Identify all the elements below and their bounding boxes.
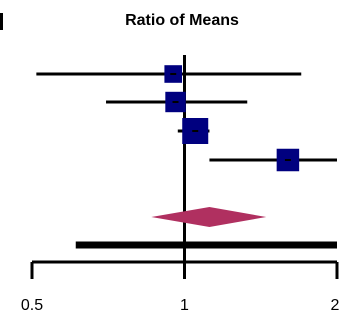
x-tick-label: 1 bbox=[180, 297, 189, 314]
x-tick-label: 2 bbox=[331, 297, 340, 314]
plot-area bbox=[36, 55, 337, 262]
x-axis: 0.5 1 2 bbox=[21, 260, 340, 314]
x-tick-label: 0.5 bbox=[21, 297, 43, 314]
chart-title: Ratio of Means bbox=[125, 12, 239, 29]
left-edge-mark bbox=[0, 13, 3, 30]
pooled-diamond bbox=[151, 207, 267, 227]
